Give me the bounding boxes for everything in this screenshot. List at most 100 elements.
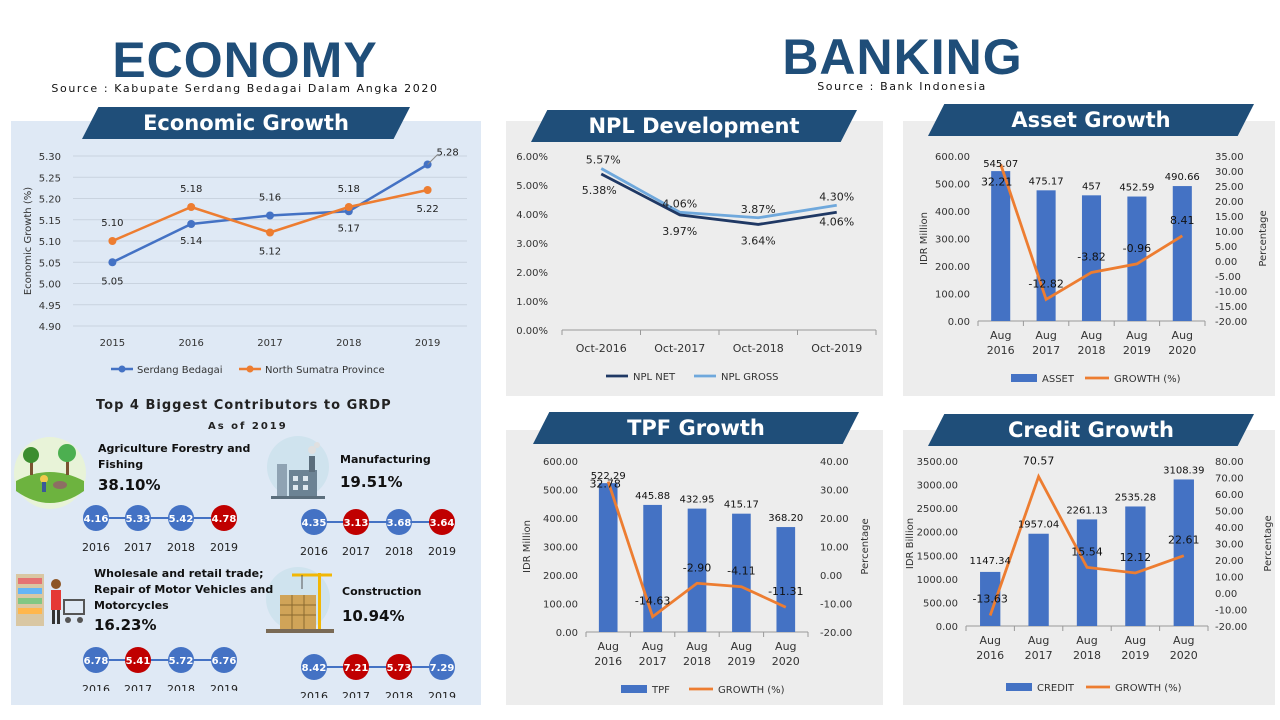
year-label: 2017 [124,541,152,553]
x-tick-label: Oct-2018 [733,342,784,355]
economy-source: Source : Kabupate Serdang Bedagai Dalam … [51,82,439,95]
y-tick-label: 600.00 [935,152,970,163]
y2-tick-label: -10.00 [1215,287,1247,298]
growth-value-label: -4.11 [727,565,755,578]
y2-tick-label: 0.00 [820,571,842,582]
contributors-title: Top 4 Biggest Contributors to GRDP [96,398,392,413]
credit-chart: 0.00 500.00 1000.00 1500.00 2000.00 2500.00 30… [905,455,1274,694]
y-tick-label: 1500.00 [917,551,958,562]
data-point [266,228,274,237]
economy-title: ECONOMY [112,32,378,88]
sector-manufacturing-name: Manufacturing [340,452,431,468]
year-label: 2019 [210,541,238,553]
legend-label: ASSET [1042,374,1075,385]
y2-tick-label: 0.00 [1215,589,1237,600]
y2-tick-label: -5.00 [1215,272,1241,283]
y-tick-label: 5.05 [39,258,61,269]
sector-name-line: Agriculture Forestry and [98,442,251,455]
data-label: 5.17 [338,223,360,234]
y2-tick-label: 40.00 [1215,523,1244,534]
growth-value-label: -3.82 [1077,250,1105,263]
growth-line [988,473,1185,616]
y2-tick-label: -20.00 [1215,622,1247,633]
x-tick-label: 2015 [100,338,125,349]
value-badge [211,505,237,531]
data-point [187,220,196,228]
tpf-banner: TPF Growth [533,412,859,444]
badge-value: 4.78 [212,514,237,525]
y-tick-label: 3500.00 [917,457,958,468]
data-label: 5.18 [180,184,202,195]
banking-title: BANKING [782,29,1023,85]
growth-value-label: -2.90 [683,561,711,574]
bar [732,513,751,632]
tpf-chart: 0.00 100.00 200.00 300.00 400.00 500.00 600.00… [522,457,871,696]
sector-name-line: Construction [342,585,422,598]
y-tick-label: 5.00% [516,181,548,192]
x-tick-label: Aug [1076,634,1097,647]
year-label: 2016 [82,541,110,553]
badge-value: 3.64 [430,518,455,529]
x-tick-label: 2017 [257,338,282,349]
legend-swatch [1011,374,1037,382]
bar-value-label: 2261.13 [1066,505,1107,516]
x-tick-label: Oct-2019 [811,342,862,355]
credit-banner: Credit Growth [928,414,1254,446]
x-tick-label: Oct-2016 [576,342,627,355]
x-tick-label: 2018 [683,655,711,668]
value-badge [168,647,194,673]
bar [598,483,618,632]
y2-tick-label: 10.00 [1215,227,1244,238]
x-tick-label: 2017 [1032,344,1060,357]
y2-axis-title: Percentage [1263,515,1274,571]
x-tick-label: 2020 [772,655,800,668]
year-label: 2016 [300,690,328,698]
leader-line [427,154,438,165]
y-tick-label: 500.00 [543,486,578,497]
y-axis-title: IDR Billion [905,518,916,569]
y-tick-label: 6.00% [516,152,548,163]
badge-value: 4.35 [302,518,327,529]
npl-banner: NPL Development [531,110,857,142]
data-label: 5.16 [259,193,281,204]
year-label: 2018 [385,545,413,557]
sector-agriculture-share: 38.10% [98,476,161,494]
y-tick-label: 4.95 [39,301,61,312]
legend-label: NPL GROSS [721,372,779,383]
series-line [600,167,837,220]
sector-manufacturing-timeline: 4.35 2016 3.13 2017 3.68 2018 3.64 2019 [300,509,456,557]
bar [776,527,796,632]
year-label: 2019 [428,545,456,557]
y-tick-label: 400.00 [543,514,578,525]
y2-tick-label: 15.00 [1215,212,1244,223]
bar-value-label: 475.17 [1029,176,1064,187]
bar-value-label: 522.29 [591,471,626,482]
legend-swatch [1006,683,1032,691]
y2-tick-label: -10.00 [1215,606,1247,617]
sector-wholesale-share: 16.23% [94,616,157,634]
growth-value-label: -13.63 [972,592,1007,605]
y-tick-label: 2500.00 [917,504,958,515]
bar [1172,186,1192,321]
banking-source: Source : Bank Indonesia [817,80,987,93]
y-tick-label: 0.00 [556,628,578,639]
legend-label: North Sumatra Province [265,365,385,376]
y-tick-label: 4.00% [516,210,548,221]
y2-tick-label: 0.00 [1215,257,1237,268]
x-tick-label: 2018 [336,338,361,349]
y2-tick-label: 20.00 [1215,197,1244,208]
legend-label: GROWTH (%) [1114,374,1181,385]
growth-value-label: 12.12 [1120,551,1152,564]
y2-tick-label: 70.00 [1215,474,1244,485]
y-tick-label: 0.00 [948,317,970,328]
growth-value-label: -12.82 [1028,277,1063,290]
growth-value-label: 32.78 [589,478,621,491]
data-label: 5.18 [338,184,360,195]
x-tick-label: 2020 [1170,649,1198,662]
bar [1125,506,1146,626]
factory-icon [267,436,329,499]
growth-value-label: 32.21 [981,175,1013,188]
value-badge [429,509,455,535]
y2-tick-label: 35.00 [1215,152,1244,163]
x-tick-label: 2016 [594,655,622,668]
